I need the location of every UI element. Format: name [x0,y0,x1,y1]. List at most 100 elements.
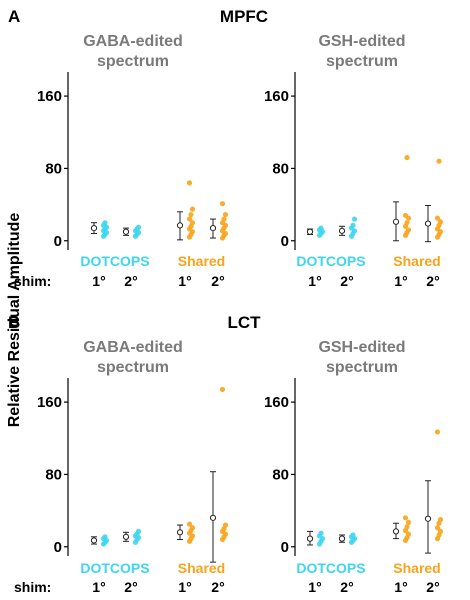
data-point [189,220,196,226]
series-3 [209,201,229,241]
data-point [219,201,226,207]
data-point [188,211,194,218]
method-label-dotcops: DOTCOPS [80,253,149,269]
data-point [186,521,193,527]
mean-marker [176,222,184,229]
data-point [404,154,410,161]
data-point [405,227,412,233]
data-point [186,180,193,186]
panel-0: GABA-edited spectrum 0 80 160 1° 2° 1° 2° DOTCOPS… [37,33,229,289]
data-point [436,158,442,164]
series-2 [176,521,196,544]
panel-2: GABA-edited spectrum 0 80 160 1° 2° 1° 2° DOTCOPS… [37,339,229,595]
data-point [437,517,444,523]
method-label-shared: Shared [178,253,225,269]
series-0 [90,534,110,547]
panel-title-line: GABA-edited [83,33,183,50]
y-tick-label: 80 [45,160,62,177]
data-point [318,225,324,231]
y-tick-label: 0 [54,233,62,250]
panel-title-line: spectrum [326,359,398,376]
mean-marker [392,218,400,225]
y-tick-label: 0 [281,233,289,250]
mean-marker [209,514,217,521]
series-3 [424,429,444,554]
data-point [404,524,410,530]
shim-tick-label: 1° [394,579,407,595]
shim-tick-label: 2° [124,579,137,595]
data-point [434,525,441,531]
panel-title-line: GSH-edited [318,339,405,356]
shim-tick-label: 2° [426,273,439,289]
series-0 [306,530,326,547]
shim-tick-label: 1° [178,273,191,289]
mean-marker [122,533,130,540]
data-point [318,530,324,536]
shim-tick-label: 1° [308,273,321,289]
method-label-shared: Shared [178,560,225,576]
shim-tick-label: 1° [308,579,321,595]
y-tick-label: 160 [37,394,62,411]
data-point [437,528,444,534]
mean-marker [209,225,217,232]
data-point [402,515,409,521]
mean-marker [306,228,314,235]
series-3 [209,386,229,563]
shim-tick-label: 1° [92,579,105,595]
series-0 [90,220,110,239]
mean-marker [90,537,98,544]
shim-tick-label: 1° [92,273,105,289]
y-tick-label: 80 [45,466,62,483]
data-point [350,222,356,228]
panel-title: GSH-edited spectrum [318,339,405,376]
shim-tick-label: 1° [178,579,191,595]
data-point [189,206,196,212]
shim-label-top: shim: [14,273,51,289]
panel-letter-a: A [8,7,20,26]
shim-label-bottom: shim: [14,579,51,595]
series-2 [392,515,412,544]
data-point [434,429,441,435]
series-1 [122,224,142,239]
row-title-lct: LCT [227,313,261,332]
method-label-dotcops: DOTCOPS [80,560,149,576]
data-point [402,212,409,219]
mean-marker [338,535,346,542]
data-point [222,211,229,218]
data-point [437,219,444,225]
y-tick-label: 0 [281,539,289,556]
series-1 [338,216,358,239]
mean-marker [306,535,314,542]
mean-marker [176,529,184,536]
shim-tick-label: 2° [426,579,439,595]
shim-tick-label: 2° [211,579,224,595]
series-2 [176,180,196,241]
y-tick-label: 80 [272,160,289,177]
panel-title-line: GSH-edited [318,33,405,50]
series-1 [122,528,142,545]
panels: GABA-edited spectrum 0 80 160 1° 2° 1° 2° DOTCOPS… [37,33,444,595]
series-1 [338,532,358,545]
mean-marker [338,227,346,234]
panel-title-line: spectrum [326,53,398,70]
panel-1: GSH-edited spectrum 0 80 160 1° 2° 1° 2° DOTCOPS S… [264,33,444,289]
data-point [102,220,108,226]
data-point [135,224,142,230]
data-point [350,532,356,538]
shim-tick-label: 2° [340,273,353,289]
shim-tick-label: 2° [124,273,137,289]
y-axis-label: Relative Residual Amplitude [6,213,23,428]
shim-tick-label: 1° [394,273,407,289]
shim-tick-label: 2° [340,579,353,595]
panel-title-line: spectrum [97,53,169,70]
y-tick-label: 80 [272,466,289,483]
mean-marker [392,528,400,535]
data-point [351,216,358,222]
method-label-dotcops: DOTCOPS [296,253,365,269]
panel-letter-b: B [8,313,20,332]
mean-marker [90,225,98,232]
panel-title: GSH-edited spectrum [318,33,405,70]
mean-marker [122,228,130,235]
mean-marker [424,515,432,522]
data-point [102,534,108,540]
